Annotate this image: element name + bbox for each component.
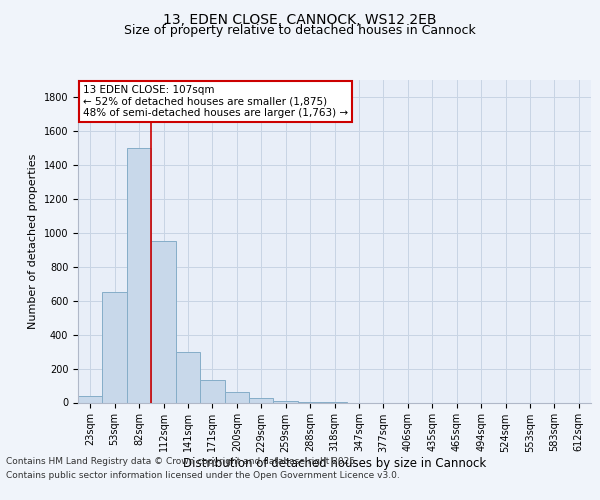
X-axis label: Distribution of detached houses by size in Cannock: Distribution of detached houses by size … (183, 457, 486, 470)
Bar (224, 392, 249, 402)
Text: 13 EDEN CLOSE: 107sqm
← 52% of detached houses are smaller (1,875)
48% of semi-d: 13 EDEN CLOSE: 107sqm ← 52% of detached … (83, 85, 348, 118)
Bar (127, 148, 151, 403)
Bar (151, 242, 176, 402)
Y-axis label: Number of detached properties: Number of detached properties (28, 154, 38, 329)
Text: 13, EDEN CLOSE, CANNOCK, WS12 2EB: 13, EDEN CLOSE, CANNOCK, WS12 2EB (163, 12, 437, 26)
Bar (249, 398, 274, 402)
Bar (78, 396, 103, 402)
Bar (103, 292, 127, 403)
Text: Contains HM Land Registry data © Crown copyright and database right 2025.: Contains HM Land Registry data © Crown c… (6, 458, 358, 466)
Bar (176, 352, 200, 403)
Text: Size of property relative to detached houses in Cannock: Size of property relative to detached ho… (124, 24, 476, 37)
Text: Contains public sector information licensed under the Open Government Licence v3: Contains public sector information licen… (6, 472, 400, 480)
Bar (200, 380, 224, 402)
Bar (274, 401, 298, 402)
